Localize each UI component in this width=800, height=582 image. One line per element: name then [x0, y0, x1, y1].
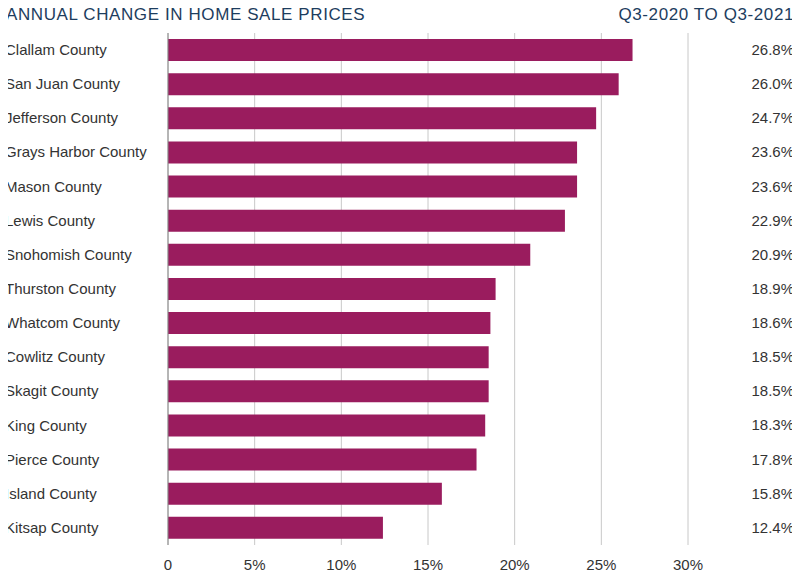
svg-text:18.6%: 18.6%: [751, 314, 792, 331]
svg-text:30%: 30%: [673, 556, 703, 573]
svg-text:San Juan County: San Juan County: [8, 75, 121, 92]
svg-text:17.8%: 17.8%: [751, 451, 792, 468]
svg-text:Mason County: Mason County: [8, 178, 102, 195]
svg-text:Skagit County: Skagit County: [8, 382, 99, 399]
svg-text:18.5%: 18.5%: [751, 382, 792, 399]
svg-text:18.9%: 18.9%: [751, 280, 792, 297]
svg-text:25%: 25%: [586, 556, 616, 573]
svg-text:24.7%: 24.7%: [751, 109, 792, 126]
svg-text:Lewis County: Lewis County: [8, 212, 96, 229]
svg-text:Thurston County: Thurston County: [8, 280, 116, 297]
svg-text:Whatcom County: Whatcom County: [8, 314, 121, 331]
svg-text:King County: King County: [8, 417, 87, 434]
svg-text:12.4%: 12.4%: [751, 519, 792, 536]
svg-text:15.8%: 15.8%: [751, 485, 792, 502]
html-text:Q3-2020 TO Q3-2021: Q3-2020 TO Q3-2021: [618, 5, 794, 24]
svg-text:Clallam County: Clallam County: [8, 41, 107, 58]
html-text:ANNUAL CHANGE IN HOME SALE PRI: ANNUAL CHANGE IN HOME SALE PRICES: [6, 5, 366, 24]
svg-text:Jefferson County: Jefferson County: [8, 109, 119, 126]
svg-text:10%: 10%: [326, 556, 356, 573]
svg-text:5%: 5%: [244, 556, 266, 573]
svg-text:Snohomish County: Snohomish County: [8, 246, 132, 263]
svg-text:26.0%: 26.0%: [751, 75, 792, 92]
svg-text:Pierce County: Pierce County: [8, 451, 100, 468]
svg-text:Grays Harbor County: Grays Harbor County: [8, 143, 147, 160]
svg-text:22.9%: 22.9%: [751, 212, 792, 229]
svg-text:15%: 15%: [413, 556, 443, 573]
svg-text:23.6%: 23.6%: [751, 143, 792, 160]
svg-text:23.6%: 23.6%: [751, 178, 792, 195]
svg-text:26.8%: 26.8%: [751, 41, 792, 58]
svg-text:18.3%: 18.3%: [751, 416, 792, 433]
svg-text:0: 0: [164, 556, 172, 573]
svg-text:20.9%: 20.9%: [751, 246, 792, 263]
svg-text:Island County: Island County: [8, 485, 97, 502]
svg-text:20%: 20%: [500, 556, 530, 573]
svg-text:18.5%: 18.5%: [751, 348, 792, 365]
svg-text:Cowlitz County: Cowlitz County: [8, 348, 106, 365]
svg-text:Kitsap County: Kitsap County: [8, 519, 99, 536]
